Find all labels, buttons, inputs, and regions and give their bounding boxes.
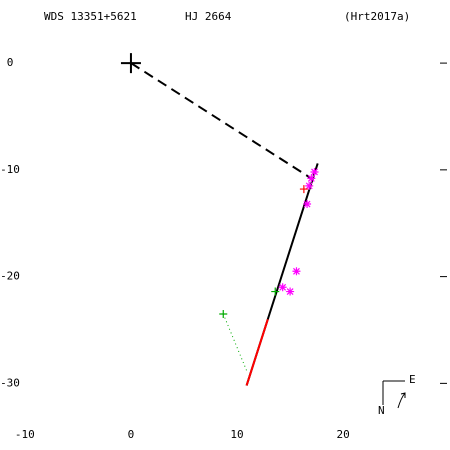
point [305,181,314,190]
x-tick-label: 20 [337,428,350,441]
point [271,287,280,296]
compass-east-label: E [409,373,416,386]
point [310,167,319,176]
point [219,309,228,318]
reference: (Hrt2017a) [344,10,410,23]
compass-north-label: N [378,404,385,417]
point [303,200,312,209]
point [286,287,295,296]
point [292,267,301,276]
orbit-line [245,319,269,386]
compass [382,380,406,409]
point [120,53,141,74]
x-tick-label: 0 [128,428,135,441]
y-tick-label: -10 [0,163,20,176]
y-tick-label: -20 [0,270,20,283]
chart-subtitle: HJ 2664 [185,10,232,23]
point [278,283,287,292]
y-tick-label: -30 [0,376,20,389]
chart-title: WDS 13351+5621 [44,10,137,23]
orbit-line [130,62,312,180]
point [307,174,316,183]
x-tick-label: 10 [230,428,243,441]
point [299,185,308,194]
x-tick-label: -10 [15,428,35,441]
compass-arrow [397,392,406,409]
y-tick-label: 0 [7,56,14,69]
